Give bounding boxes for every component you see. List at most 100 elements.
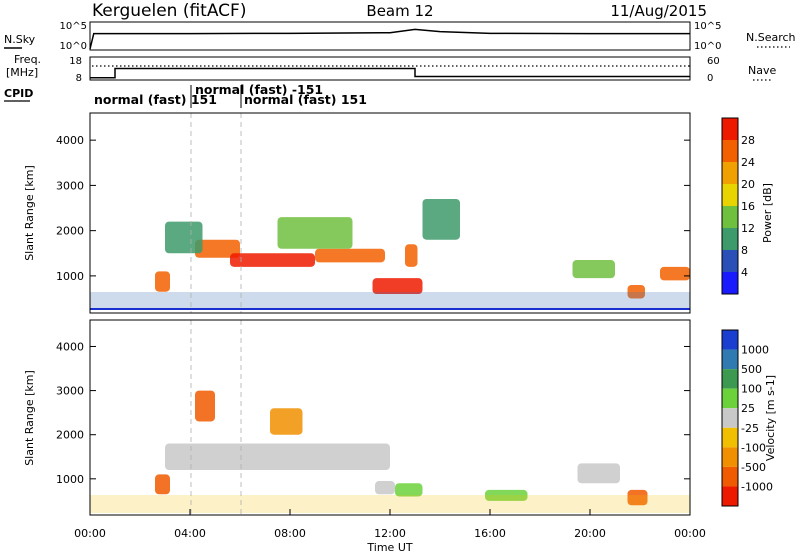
velocity-colorbar-swatch [722, 349, 738, 370]
station-title: Kerguelen (fitACF) [92, 1, 246, 21]
velocity-ground-band [90, 495, 690, 513]
velocity-blob [270, 408, 303, 435]
nsearch-label: N.Search [746, 31, 796, 44]
velocity-colorbar-swatch [722, 388, 738, 409]
power-blob [572, 260, 615, 279]
power-blob [405, 244, 418, 267]
velocity-colorbar-swatch [722, 486, 738, 506]
velocity-colorbar-label: Velocity [m s-1] [764, 375, 777, 461]
power-blob [422, 198, 460, 240]
x-tick-label: 04:00 [174, 527, 206, 540]
power-colorbar-frame [721, 117, 739, 295]
power-blob [277, 217, 353, 249]
nsky-tick-bottom: 10^0 [60, 41, 87, 52]
power-colorbar: 4 8 12 16 20 24 28 [721, 117, 755, 295]
velocity-colorbar-swatch [722, 330, 738, 350]
power-ytick-label: 2000 [56, 225, 84, 238]
nave-label: Nave [748, 64, 776, 77]
power-blob [372, 278, 423, 294]
velocity-colorbar-swatch [722, 447, 738, 467]
power-blob [155, 271, 170, 292]
velocity-blob [155, 474, 170, 495]
nsky-tick-top: 10^5 [60, 21, 87, 32]
nsearch-tick-bottom: 10^0 [694, 41, 721, 52]
noise-panel: N.Sky 10^5 10^0 10^5 10^0 N.Search [4, 21, 796, 52]
velocity-ytick-label: 3000 [56, 385, 84, 398]
velocity-blob [577, 463, 620, 484]
freq-panel-frame [89, 56, 691, 81]
power-colorbar-tick-label: 12 [741, 222, 755, 235]
velocity-colorbar-tick-label: -100 [741, 441, 766, 454]
velocity-colorbar-swatch [722, 466, 738, 487]
velocity-ylabel: Slant Range [km] [23, 370, 36, 466]
cpid-segment-1: normal (fast) 151 [94, 92, 217, 107]
nave-tick-bottom: 0 [707, 73, 713, 84]
velocity-ytick-label: 2000 [56, 429, 84, 442]
power-colorbar-swatch [722, 206, 738, 228]
power-colorbar-swatch [722, 184, 738, 206]
power-heatmap [155, 198, 690, 299]
x-tick-label: 20:00 [574, 527, 606, 540]
velocity-colorbar-tick-label: 25 [741, 402, 755, 415]
time-xlabel: Time UT [366, 541, 412, 554]
power-ytick-label: 1000 [56, 270, 84, 283]
nave-tick-top: 60 [707, 56, 720, 67]
power-ytick-label: 4000 [56, 134, 84, 147]
frequency-panel: Freq. [MHz] 18 8 60 0 Nave [6, 53, 776, 84]
nsearch-tick-top: 10^5 [694, 21, 721, 32]
velocity-blob [165, 443, 390, 470]
velocity-colorbar-tick-label: -1000 [741, 480, 773, 493]
power-colorbar-swatch [722, 140, 738, 162]
nsky-series-line [89, 28, 690, 50]
velocity-colorbar-tick-label: 500 [741, 363, 762, 376]
power-blob [165, 221, 203, 254]
power-blob [195, 239, 240, 258]
freq-tick-top: 18 [69, 56, 82, 67]
power-colorbar-label: Power [dB] [761, 183, 774, 243]
power-blob [660, 266, 690, 281]
noise-panel-frame [89, 21, 691, 51]
power-panel-frame [89, 112, 691, 314]
power-colorbar-tick-label: 8 [741, 244, 748, 257]
power-ylabel: Slant Range [km] [23, 165, 36, 261]
cpid-panel: CPID normal (fast) 151 normal (fast) -15… [4, 82, 367, 108]
power-ground-band [90, 292, 690, 310]
velocity-ytick-label: 4000 [56, 340, 84, 353]
x-tick-label: 12:00 [374, 527, 406, 540]
velocity-blob [485, 489, 528, 501]
power-colorbar-swatch [722, 118, 738, 140]
velocity-colorbar-tick-label: 100 [741, 383, 762, 396]
velocity-blob [195, 390, 215, 422]
time-x-axis: 00:00 04:00 08:00 12:00 16:00 20:00 00:00 [74, 509, 706, 540]
velocity-colorbar-swatch [722, 408, 738, 428]
velocity-colorbar-swatch [722, 427, 738, 448]
power-y-axis: 1000 2000 3000 4000 [56, 134, 690, 283]
power-colorbar-tick-label: 4 [741, 266, 748, 279]
power-blob [315, 248, 385, 263]
cpid-segment-2: normal (fast) -151 [195, 82, 323, 97]
power-colorbar-swatch [722, 272, 738, 294]
velocity-y-axis: 1000 2000 3000 4000 [56, 340, 690, 486]
cpid-label: CPID [4, 87, 33, 100]
power-panel: 1000 2000 3000 4000 Slant Range [km] [23, 112, 691, 314]
power-blob [627, 284, 645, 299]
velocity-colorbar-tick-label: -500 [741, 461, 766, 474]
velocity-heatmap [155, 390, 648, 506]
velocity-blob [627, 489, 648, 506]
freq-series-line [90, 67, 690, 79]
power-colorbar-swatch [722, 250, 738, 272]
velocity-colorbar-tick-label: -25 [741, 422, 759, 435]
power-colorbar-tick-label: 24 [741, 156, 755, 169]
beam-title: Beam 12 [366, 2, 433, 20]
power-colorbar-swatch [722, 228, 738, 250]
power-colorbar-tick-label: 16 [741, 200, 755, 213]
velocity-colorbar: 1000 500 100 25 -25 -100 -500 -1000 [721, 329, 773, 507]
velocity-colorbar-swatch [722, 369, 738, 389]
x-tick-label: 00:00 [74, 527, 106, 540]
velocity-blob [395, 483, 423, 497]
velocity-colorbar-frame [721, 329, 739, 507]
x-tick-label: 00:00 [674, 527, 706, 540]
power-colorbar-tick-label: 28 [741, 134, 755, 147]
